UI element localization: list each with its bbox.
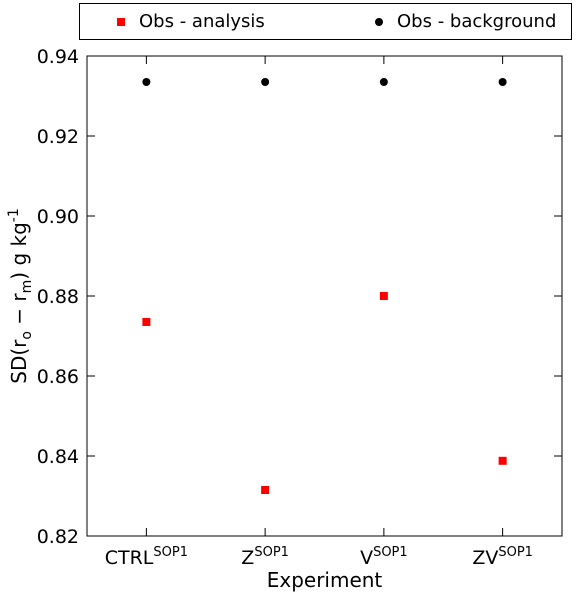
legend-item-analysis: Obs - analysis xyxy=(117,4,265,39)
legend-item-background: Obs - background xyxy=(375,4,556,39)
plot-area: 0.82 0.84 0.86 0.88 0.90 0.92 0.94 CTRLSOP1 ZSOP… xyxy=(6,46,563,592)
point-analysis xyxy=(142,318,151,326)
y-tick-label: 0.88 xyxy=(37,286,79,308)
point-analysis xyxy=(379,292,388,300)
y-tick-label: 0.86 xyxy=(37,366,79,388)
y-axis-label: SD(ro − rm) g kg-1 xyxy=(6,208,35,384)
point-background xyxy=(261,78,270,86)
x-tick-label: ZSOP1 xyxy=(241,545,289,569)
x-tick-label: CTRLSOP1 xyxy=(105,545,188,569)
point-background xyxy=(498,78,507,86)
x-tick-label: VSOP1 xyxy=(360,545,408,569)
y-tick-label: 0.94 xyxy=(37,46,79,68)
point-background xyxy=(379,78,388,86)
legend: Obs - analysis Obs - background xyxy=(79,3,572,40)
point-analysis xyxy=(498,456,507,465)
legend-label-background: Obs - background xyxy=(397,11,557,32)
point-analysis xyxy=(261,486,270,494)
y-tick-label: 0.92 xyxy=(37,126,79,148)
point-background xyxy=(142,78,151,86)
legend-marker-square xyxy=(117,17,125,26)
y-tick-label: 0.82 xyxy=(37,526,79,548)
legend-marker-circle xyxy=(375,17,383,26)
legend-label-analysis: Obs - analysis xyxy=(139,11,265,32)
y-tick-label: 0.84 xyxy=(37,446,79,468)
x-tick-label: ZVSOP1 xyxy=(472,545,533,569)
plot-frame xyxy=(86,55,563,537)
y-tick-label: 0.90 xyxy=(37,206,79,228)
x-axis-label: Experiment xyxy=(267,568,383,592)
